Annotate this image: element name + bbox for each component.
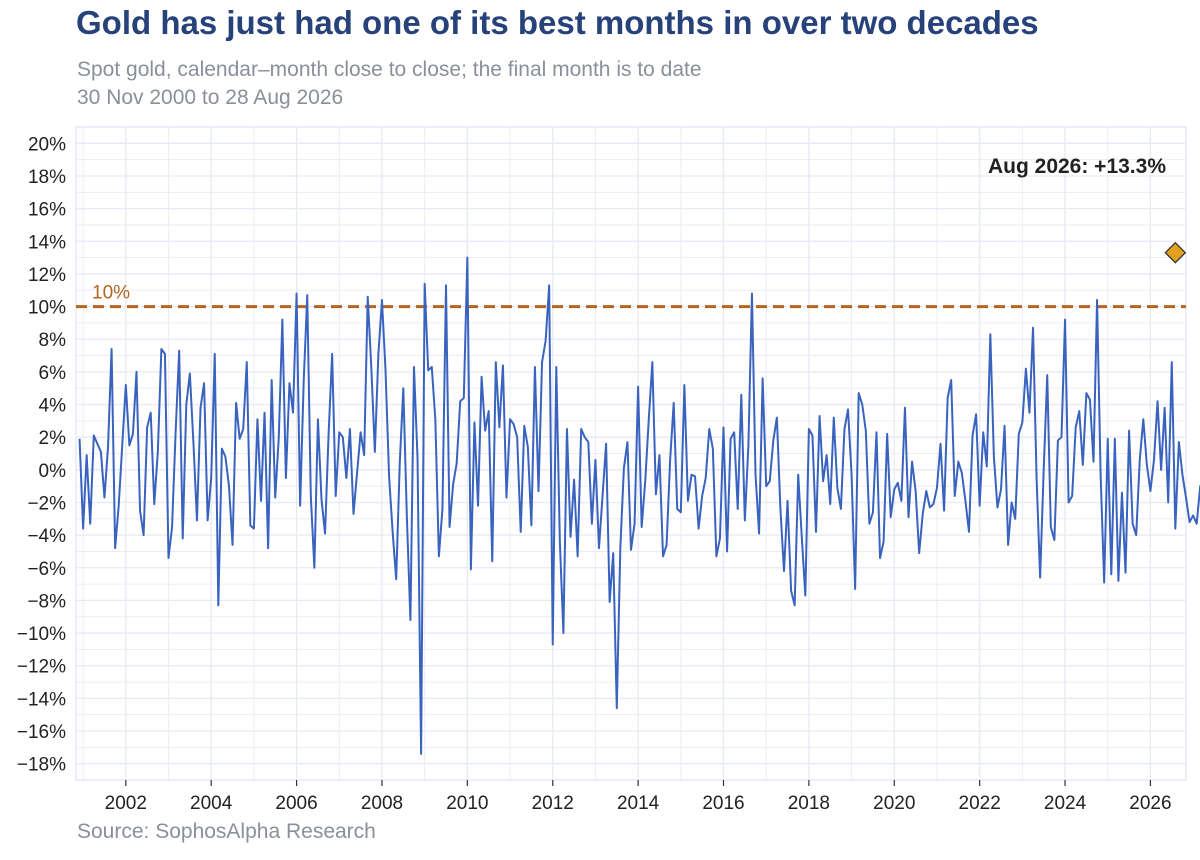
chart-title: Gold has just had one of its best months…	[76, 4, 1039, 41]
series-line	[78, 256, 1200, 755]
y-tick-label: −16%	[17, 722, 66, 743]
x-tick-label: 2014	[617, 793, 660, 814]
y-tick-label: −10%	[17, 624, 66, 645]
x-tick-label: 2002	[105, 793, 147, 814]
y-tick-label: −18%	[17, 755, 66, 776]
annotation-layer: Aug 2026: +13.3%	[988, 155, 1187, 264]
x-tick-label: 2016	[702, 793, 744, 814]
subtitle-line-1: Spot gold, calendar–month close to close…	[77, 58, 702, 81]
y-tick-label: −6%	[27, 559, 66, 580]
series-layer	[78, 256, 1200, 755]
last-point-marker	[1164, 241, 1187, 264]
x-tick-label: 2004	[190, 793, 233, 814]
y-tick-label: 16%	[28, 200, 66, 221]
y-tick-label: 10%	[28, 298, 66, 319]
y-tick-label: 18%	[28, 167, 66, 188]
x-tick-label: 2024	[1044, 793, 1087, 814]
x-tick-label: 2026	[1129, 793, 1171, 814]
x-tick-label: 2012	[532, 793, 574, 814]
threshold-layer: 10%	[76, 283, 1186, 309]
y-tick-label: 0%	[39, 461, 67, 482]
y-tick-label: 8%	[39, 330, 67, 351]
y-tick-label: 2%	[39, 428, 67, 449]
y-tick-label: 20%	[28, 134, 66, 155]
y-tick-label: −4%	[27, 526, 66, 547]
y-tick-label: 6%	[39, 363, 67, 384]
axis-layer: 20% 18% 16% 14% 12% 10% 8% 6% 4% 2% 0% −2% −4% −6% −8%…	[17, 134, 1172, 814]
y-tick-label: −14%	[17, 689, 66, 710]
y-tick-label: 14%	[28, 232, 66, 253]
y-tick-label: −12%	[17, 657, 66, 678]
y-tick-label: −8%	[27, 591, 66, 612]
x-tick-label: 2020	[873, 793, 915, 814]
y-tick-label: 12%	[28, 265, 66, 286]
x-tick-label: 2010	[446, 793, 488, 814]
x-tick-label: 2008	[361, 793, 403, 814]
x-tick-label: 2006	[275, 793, 317, 814]
y-tick-label: −2%	[27, 493, 66, 514]
subtitle-line-2: 30 Nov 2000 to 28 Aug 2026	[77, 86, 344, 109]
last-value-annotation: Aug 2026: +13.3%	[988, 155, 1166, 178]
x-tick-label: 2022	[959, 793, 1001, 814]
x-tick-label: 2018	[788, 793, 830, 814]
chart-subtitle: Spot gold, calendar–month close to close…	[77, 56, 702, 112]
y-tick-label: 4%	[39, 396, 67, 417]
source-note: Source: SophosAlpha Research	[77, 820, 376, 843]
threshold-label: 10%	[92, 283, 130, 304]
grid-layer	[75, 126, 1187, 781]
